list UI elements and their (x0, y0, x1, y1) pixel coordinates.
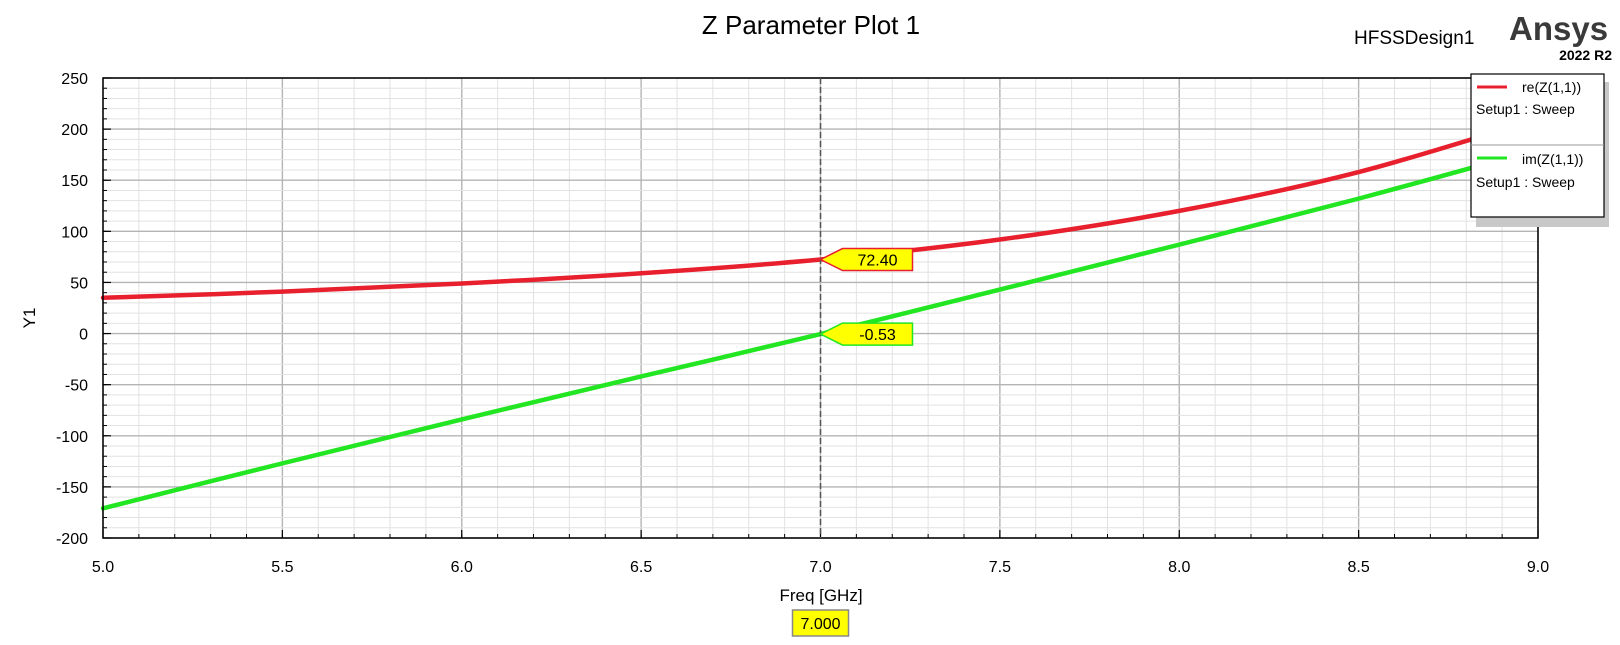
marker-x-box (791, 609, 850, 637)
x-tick-label: 5.5 (271, 559, 293, 576)
x-tick-label: 8.5 (1348, 559, 1370, 576)
y-tick-label: 50 (70, 275, 88, 292)
legend-entry-re: re(Z(1,1)) (1522, 79, 1581, 95)
marker-readout-0[interactable]: 72.40 (818, 247, 914, 272)
y-tick-label: 0 (79, 327, 88, 344)
marker-flag (818, 322, 914, 346)
legend-setup-re: Setup1 : Sweep (1476, 101, 1575, 117)
marker-value: -0.53 (859, 327, 896, 344)
legend-entry-im: im(Z(1,1)) (1522, 151, 1583, 167)
x-axis-label: Freq [GHz] (779, 586, 862, 605)
x-tick-label: 7.0 (809, 559, 831, 576)
marker-x-value: 7.000 (800, 616, 840, 633)
x-tick-label: 6.5 (630, 559, 652, 576)
y-tick-label: -150 (56, 480, 88, 497)
design-name: HFSSDesign1 (1354, 28, 1474, 49)
y-tick-label: 150 (61, 173, 88, 190)
marker-readout-1[interactable]: -0.53 (818, 322, 914, 346)
x-tick-label: 9.0 (1527, 559, 1549, 576)
marker-x-readout[interactable]: 7.000 (791, 609, 850, 637)
chart-title: Z Parameter Plot 1 (702, 10, 920, 40)
marker-value: 72.40 (857, 253, 897, 270)
y-tick-label: -200 (56, 531, 88, 548)
x-tick-label: 7.5 (989, 559, 1011, 576)
x-tick-label: 5.0 (92, 559, 114, 576)
ansys-logo: Ansys (1509, 10, 1608, 47)
y-tick-label: 200 (61, 122, 88, 139)
ansys-version: 2022 R2 (1559, 47, 1612, 63)
marker-flag (818, 247, 914, 272)
marker-readouts: 72.40 -0.53 7.000 (791, 247, 914, 637)
x-tick-label: 6.0 (451, 559, 473, 576)
legend-setup-im: Setup1 : Sweep (1476, 174, 1575, 190)
y-tick-label: 100 (61, 224, 88, 241)
y-tick-label: -100 (56, 429, 88, 446)
x-tick-label: 8.0 (1168, 559, 1190, 576)
legend[interactable]: re(Z(1,1)) Setup1 : Sweep im(Z(1,1)) Set… (1470, 73, 1609, 227)
y-axis-label: Y1 (20, 308, 39, 329)
y-tick-label: 250 (61, 71, 88, 88)
y-tick-label: -50 (65, 378, 88, 395)
